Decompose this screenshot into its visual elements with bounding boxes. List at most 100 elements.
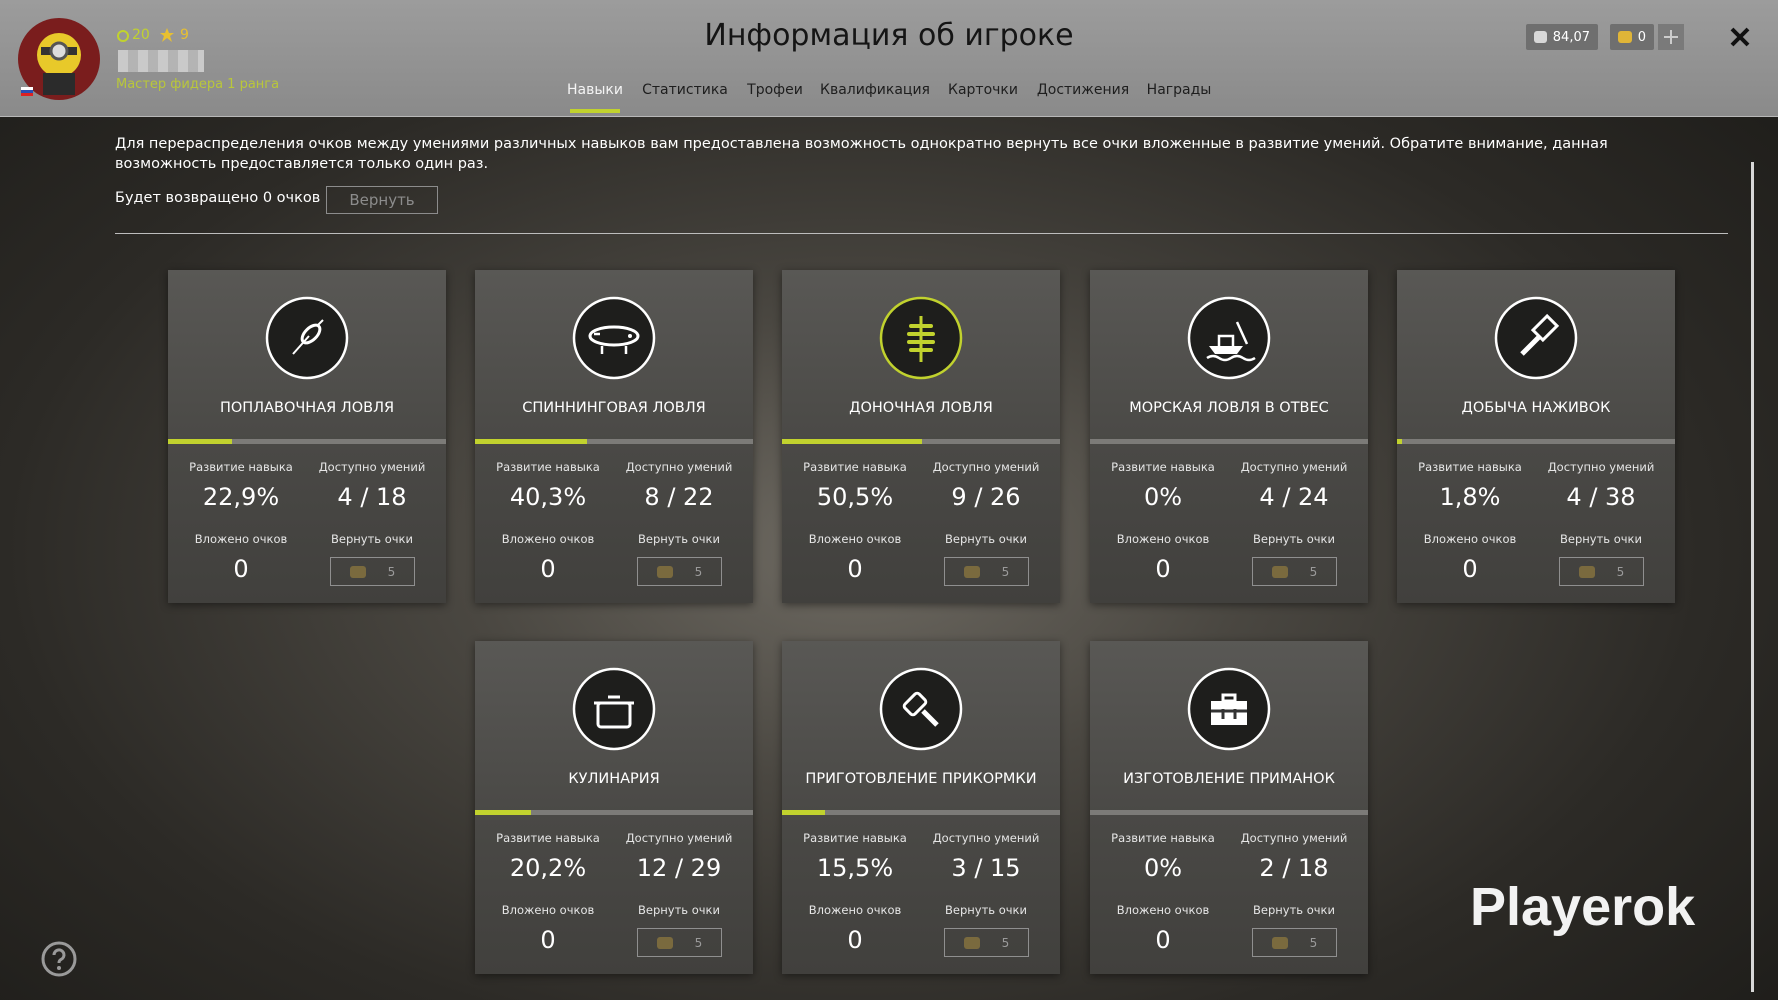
available-label: Доступно умений bbox=[932, 460, 1040, 474]
skill-card[interactable]: ИЗГОТОВЛЕНИЕ ПРИМАНОК Развитие навыка Дост… bbox=[1090, 641, 1368, 974]
refund-label: Вернуть очки bbox=[638, 903, 720, 917]
help-button[interactable] bbox=[40, 940, 78, 978]
skill-icon bbox=[572, 296, 656, 380]
skill-name: ПРИГОТОВЛЕНИЕ ПРИКОРМКИ bbox=[805, 771, 1037, 787]
refund-label: Вернуть очки bbox=[945, 903, 1027, 917]
skill-card[interactable]: ДОБЫЧА НАЖИВОК Развитие навыка Доступно ум… bbox=[1397, 270, 1675, 603]
invested-value: 0 bbox=[540, 555, 556, 583]
skill-icon bbox=[265, 296, 349, 380]
skill-icon bbox=[1187, 667, 1271, 751]
skill-card[interactable]: СПИННИНГОВАЯ ЛОВЛЯ Развитие навыка Доступн… bbox=[475, 270, 753, 603]
refund-button[interactable]: 5 bbox=[1252, 928, 1337, 957]
silver-amount: 84,07 bbox=[1552, 29, 1590, 45]
available-label: Доступно умений bbox=[1240, 831, 1348, 845]
tab[interactable]: Награды bbox=[1146, 82, 1212, 98]
scrollbar[interactable] bbox=[1751, 162, 1754, 992]
development-value: 20,2% bbox=[509, 854, 587, 882]
invested-value: 0 bbox=[1155, 926, 1171, 954]
invested-label: Вложено очков bbox=[501, 532, 595, 546]
gold-amount: 0 bbox=[1637, 29, 1646, 45]
skill-card[interactable]: ПРИГОТОВЛЕНИЕ ПРИКОРМКИ Развитие навыка До… bbox=[782, 641, 1060, 974]
available-label: Доступно умений bbox=[1547, 460, 1655, 474]
invested-label: Вложено очков bbox=[1423, 532, 1517, 546]
development-value: 50,5% bbox=[816, 483, 894, 511]
add-button[interactable] bbox=[1658, 24, 1684, 50]
refund-cost: 5 bbox=[1001, 564, 1010, 579]
skill-card[interactable]: ПОПЛАВОЧНАЯ ЛОВЛЯ Развитие навыка Доступно… bbox=[168, 270, 446, 603]
invested-label: Вложено очков bbox=[1116, 532, 1210, 546]
skill-card[interactable]: МОРСКАЯ ЛОВЛЯ В ОТВЕС Развитие навыка Дост… bbox=[1090, 270, 1368, 603]
available-label: Доступно умений bbox=[1240, 460, 1348, 474]
skill-icon bbox=[879, 296, 963, 380]
tab[interactable]: Статистика bbox=[642, 82, 728, 98]
gold[interactable]: 0 bbox=[1610, 24, 1654, 50]
refund-label: Вернуть очки bbox=[1560, 532, 1642, 546]
refund-button[interactable]: 5 bbox=[1559, 557, 1644, 586]
tab[interactable]: Достижения bbox=[1036, 82, 1130, 98]
watermark: Playerok bbox=[1470, 877, 1696, 937]
refund-button[interactable]: 5 bbox=[944, 928, 1029, 957]
invested-label: Вложено очков bbox=[808, 532, 902, 546]
refund-button[interactable]: 5 bbox=[330, 557, 415, 586]
tab[interactable]: Навыки bbox=[567, 82, 623, 98]
coin-icon bbox=[963, 565, 980, 578]
skill-name: ДОНОЧНАЯ ЛОВЛЯ bbox=[849, 400, 993, 416]
development-value: 22,9% bbox=[202, 483, 280, 511]
divider bbox=[115, 233, 1728, 234]
refund-button[interactable]: 5 bbox=[637, 557, 722, 586]
skill-name: МОРСКАЯ ЛОВЛЯ В ОТВЕС bbox=[1129, 400, 1329, 416]
invested-value: 0 bbox=[233, 555, 249, 583]
refund-cost: 5 bbox=[1309, 564, 1318, 579]
skill-name: ДОБЫЧА НАЖИВОК bbox=[1461, 400, 1611, 416]
development-label: Развитие навыка bbox=[803, 460, 907, 474]
refund-button[interactable]: 5 bbox=[637, 928, 722, 957]
invested-label: Вложено очков bbox=[501, 903, 595, 917]
silver[interactable]: 84,07 bbox=[1526, 24, 1598, 50]
development-label: Развитие навыка bbox=[496, 460, 600, 474]
skill-icon bbox=[572, 667, 656, 751]
skill-card[interactable]: КУЛИНАРИЯ Развитие навыка Доступно умений 2… bbox=[475, 641, 753, 974]
tab[interactable]: Трофеи bbox=[747, 82, 803, 98]
available-value: 4 / 24 bbox=[1259, 483, 1329, 511]
progress-fill bbox=[168, 439, 232, 444]
refund-cost: 5 bbox=[1309, 935, 1318, 950]
tab[interactable]: Квалификация bbox=[820, 82, 930, 98]
skill-name: КУЛИНАРИЯ bbox=[568, 771, 660, 787]
tab[interactable]: Карточки bbox=[948, 82, 1018, 98]
refund-cost: 5 bbox=[1001, 935, 1010, 950]
development-label: Развитие навыка bbox=[1111, 831, 1215, 845]
close-button[interactable] bbox=[1729, 26, 1751, 48]
refund-label: Вернуть очки bbox=[945, 532, 1027, 546]
available-label: Доступно умений bbox=[625, 831, 733, 845]
refund-label: Вернуть очки bbox=[1253, 903, 1335, 917]
progress-fill bbox=[782, 810, 826, 815]
coin-icon bbox=[1271, 936, 1288, 949]
available-value: 2 / 18 bbox=[1259, 854, 1329, 882]
invested-value: 0 bbox=[1155, 555, 1171, 583]
refund-button[interactable]: 5 bbox=[944, 557, 1029, 586]
available-value: 4 / 18 bbox=[337, 483, 407, 511]
development-value: 40,3% bbox=[509, 483, 587, 511]
skill-icon bbox=[879, 667, 963, 751]
avatar bbox=[18, 18, 100, 100]
available-value: 4 / 38 bbox=[1566, 483, 1636, 511]
return-button[interactable]: Вернуть bbox=[326, 186, 438, 214]
invested-value: 0 bbox=[1462, 555, 1478, 583]
skill-card[interactable]: ДОНОЧНАЯ ЛОВЛЯ Развитие навыка Доступно ум… bbox=[782, 270, 1060, 603]
refund-button[interactable]: 5 bbox=[1252, 557, 1337, 586]
progress-fill bbox=[782, 439, 923, 444]
development-value: 1,8% bbox=[1439, 483, 1501, 511]
development-value: 15,5% bbox=[816, 854, 894, 882]
coin-icon bbox=[1578, 565, 1595, 578]
available-label: Доступно умений bbox=[318, 460, 426, 474]
coin-icon bbox=[1271, 565, 1288, 578]
available-value: 3 / 15 bbox=[951, 854, 1021, 882]
rank: Мастер фидера 1 ранга bbox=[116, 77, 280, 92]
title: Информация об игроке bbox=[704, 18, 1074, 53]
progress-track bbox=[782, 810, 1060, 815]
refund-cost: 5 bbox=[387, 564, 396, 579]
progress-track bbox=[1090, 439, 1368, 444]
available-value: 12 / 29 bbox=[636, 854, 722, 882]
refund-label: Вернуть очки bbox=[638, 532, 720, 546]
